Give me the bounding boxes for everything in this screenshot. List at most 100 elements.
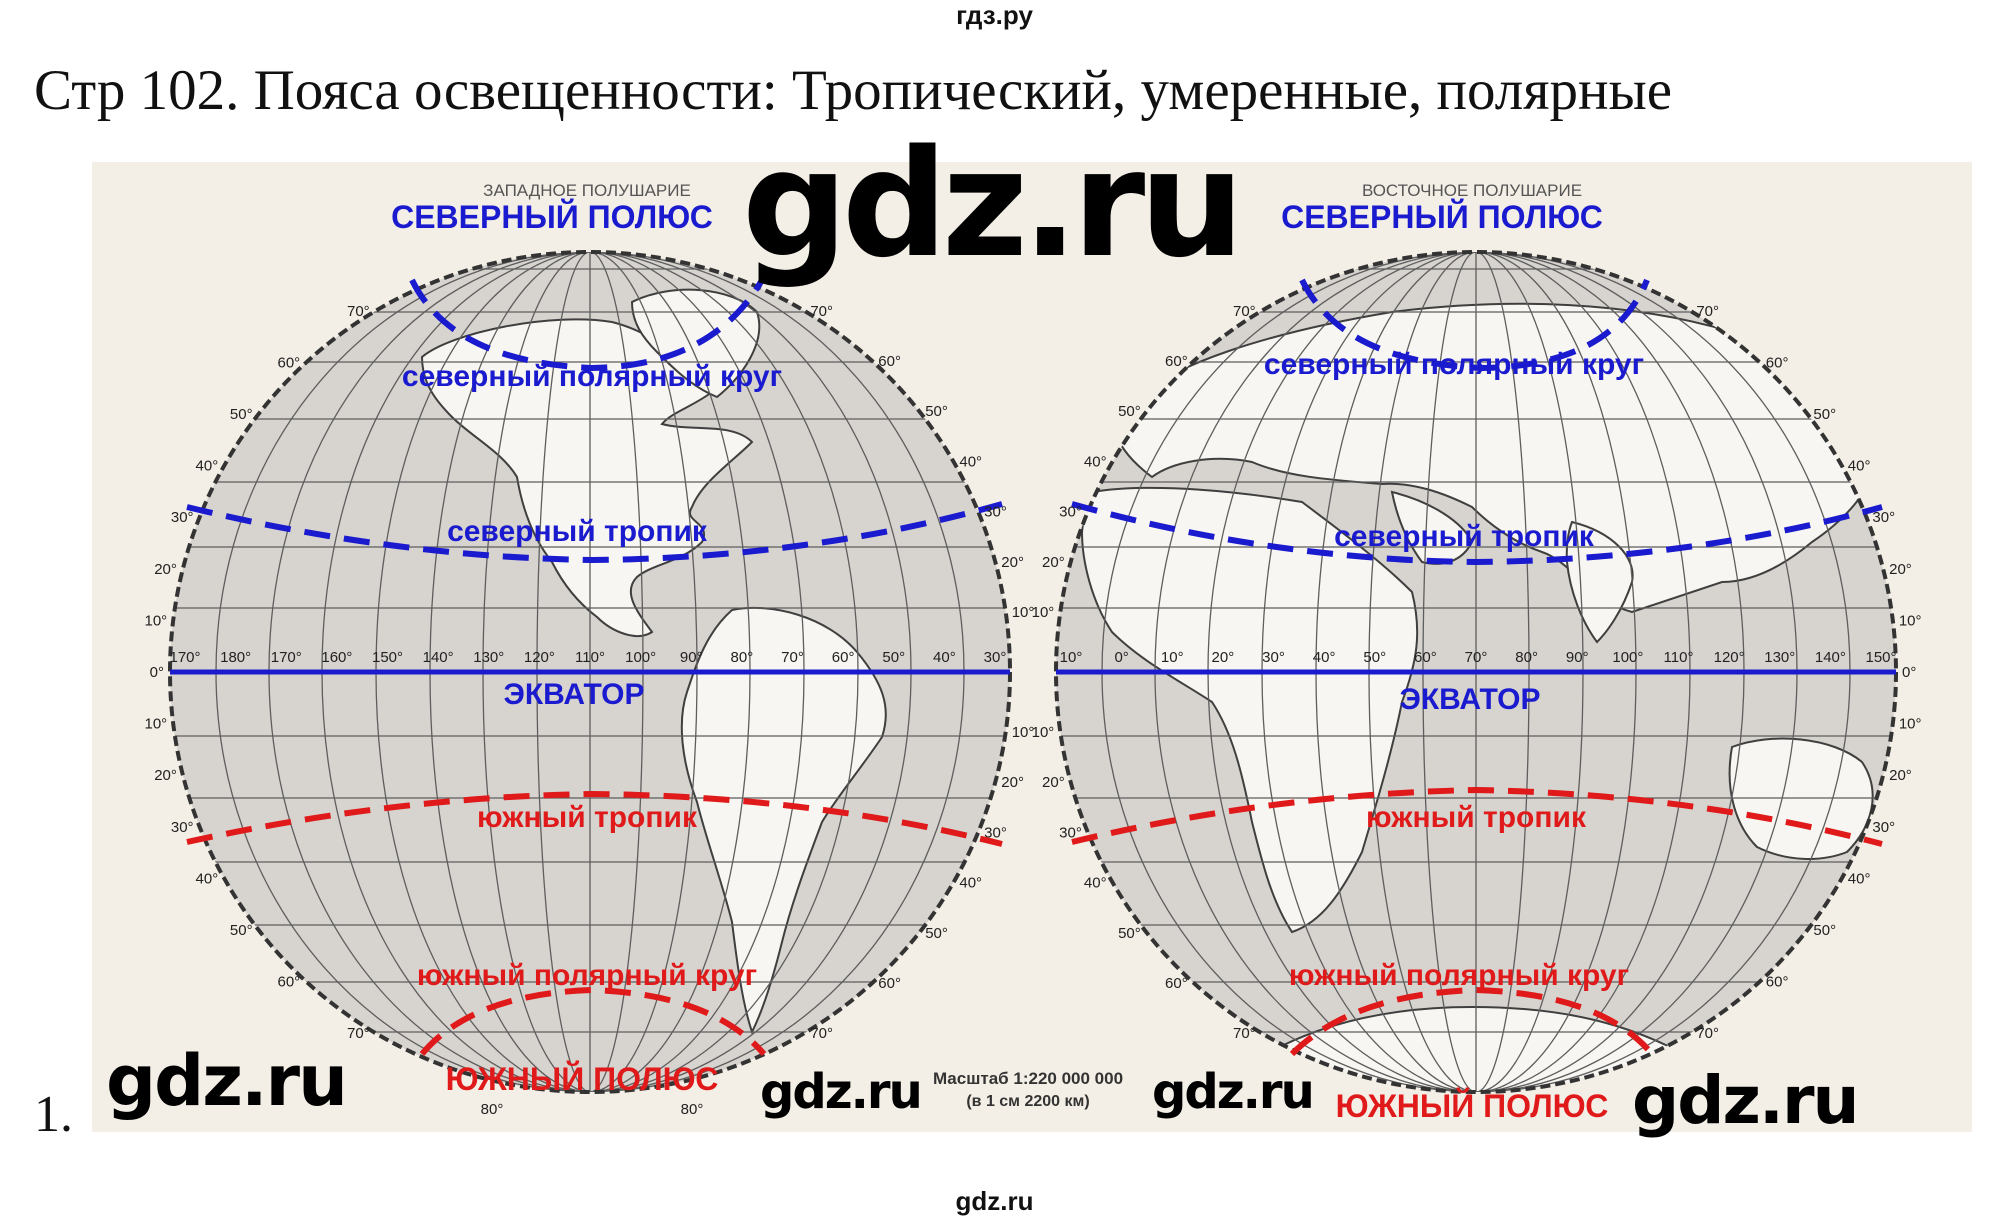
australia-shape	[1728, 737, 1874, 860]
latitude-tick-label: 70°	[1696, 303, 1719, 320]
latitude-tick-label: 40°	[196, 458, 219, 475]
east-south-pole-line	[1289, 986, 1655, 1057]
bottom-tick-label: 80°	[481, 1101, 504, 1118]
latitude-tick-label: 30°	[1059, 824, 1082, 841]
latitude-tick-label: 20°	[1001, 554, 1024, 571]
equator-tick-label: 100°	[625, 649, 656, 666]
latitude-tick-label: 0°	[150, 664, 164, 681]
west-left-latitude-ticks: 70° 60° 50° 40° 30° 20° 10° 0° 10° 20° 30° 40° 50° 60…	[144, 303, 369, 1042]
latitude-tick-label: 70°	[1696, 1025, 1719, 1042]
equator-tick-label: 170°	[271, 649, 302, 666]
equator-tick-label: 110°	[1664, 649, 1694, 666]
site-header-label: гдз.ру	[956, 0, 1033, 30]
latitude-tick-label: 70°	[810, 303, 833, 320]
latitude-tick-label: 60°	[278, 354, 301, 371]
east-equator-label: ЭКВАТОР	[1400, 683, 1541, 716]
latitude-tick-label: 20°	[1889, 767, 1912, 784]
latitude-tick-label: 40°	[196, 870, 219, 887]
latitude-tick-label: 60°	[1766, 354, 1789, 371]
latitude-tick-label: 70°	[347, 303, 370, 320]
west-south-pole-line	[419, 986, 767, 1056]
site-footer-label: gdz.ru	[955, 1186, 1034, 1216]
latitude-tick-label: 20°	[1001, 774, 1024, 791]
west-tropic-south-line	[186, 790, 1003, 847]
latitude-tick-label: 30°	[1872, 509, 1895, 526]
latitude-tick-label: 20°	[1889, 561, 1912, 578]
equator-tick-label: 70°	[781, 649, 804, 666]
equator-tick-label: 130°	[473, 649, 504, 666]
west-north-pole-line	[409, 278, 765, 372]
east-antarctic-circle-label: южный полярный круг	[1289, 959, 1629, 992]
latitude-tick-label: 60°	[878, 353, 901, 370]
watermark-bottom-right: gdz.ru	[1632, 1062, 1860, 1139]
equator-tick-label: 100°	[1612, 649, 1643, 666]
scale-sublabel: (в 1 см 2200 км)	[966, 1093, 1089, 1110]
latitude-tick-label: 60°	[1766, 974, 1789, 991]
west-bottom-ticks: 80° 80°	[481, 1101, 704, 1118]
equator-tick-label: 170°	[169, 649, 200, 666]
equator-tick-label: 160°	[321, 649, 352, 666]
latitude-tick-label: 70°	[810, 1025, 833, 1042]
equator-tick-label: 50°	[882, 649, 905, 666]
equator-tick-label: 110°	[575, 649, 605, 666]
latitude-tick-label: 10°	[1032, 724, 1055, 741]
latitude-tick-label: 20°	[1042, 774, 1065, 791]
west-tropic-north-line	[186, 501, 1003, 564]
latitude-tick-label: 50°	[925, 925, 948, 942]
west-tropic-south-label: южный тропик	[477, 801, 698, 834]
page-heading: Стр 102. Пояса освещенности: Тропический…	[34, 59, 1673, 122]
equator-tick-label: 20°	[1212, 649, 1235, 666]
west-right-latitude-ticks: 70° 60° 50° 40° 30° 20° 10° 10° 20° 30° 40° 50° 60° 7…	[810, 303, 1034, 1042]
equator-tick-label: 140°	[423, 649, 454, 666]
latitude-tick-label: 40°	[959, 453, 982, 470]
latitude-tick-label: 20°	[1042, 554, 1065, 571]
equator-tick-label: 60°	[832, 649, 855, 666]
west-south-pole-label: ЮЖНЫЙ ПОЛЮС	[446, 1061, 719, 1097]
equator-tick-label: 180°	[220, 649, 251, 666]
latitude-tick-label: 40°	[1848, 870, 1871, 887]
east-hemisphere: ВОСТОЧНОЕ ПОЛУШАРИЕ СЕВЕРНЫЙ ПОЛЮС север…	[1032, 181, 1922, 1124]
equator-tick-label: 50°	[1363, 649, 1386, 666]
equator-tick-label: 150°	[372, 649, 403, 666]
latitude-tick-label: 40°	[1084, 453, 1107, 470]
watermark-bottom-center-left: gdz.ru	[760, 1064, 923, 1120]
latitude-tick-label: 50°	[1118, 925, 1141, 942]
eurasia-shape	[1110, 302, 1884, 614]
latitude-tick-label: 60°	[278, 974, 301, 991]
east-equator-ticks: 10° 0° 10° 20° 30° 40° 50° 60° 70° 80° 90° 100° 110°…	[1060, 649, 1897, 666]
east-arctic-circle-label: северный полярный круг	[1264, 348, 1644, 381]
latitude-tick-label: 50°	[925, 403, 948, 420]
latitude-tick-label: 20°	[154, 767, 177, 784]
map-svg: ЗАПАДНОЕ ПОЛУШАРИЕ СЕВЕРНЫЙ ПОЛЮС северн…	[92, 162, 1972, 1132]
watermark-bottom-center-right: gdz.ru	[1152, 1064, 1315, 1120]
equator-tick-label: 120°	[1714, 649, 1745, 666]
latitude-tick-label: 50°	[1813, 922, 1836, 939]
latitude-tick-label: 50°	[230, 406, 253, 423]
watermark-bottom-left: gdz.ru	[106, 1040, 348, 1122]
item-number: 1.	[34, 1086, 73, 1143]
west-equator-ticks: 170° 180° 170° 160° 150° 140° 130° 120° 110° 100°…	[169, 649, 1006, 666]
equator-tick-label: 80°	[731, 649, 754, 666]
east-tropic-south-label: южный тропик	[1366, 801, 1587, 834]
east-title: ВОСТОЧНОЕ ПОЛУШАРИЕ	[1362, 181, 1582, 200]
equator-tick-label: 0°	[1114, 649, 1128, 666]
west-hemisphere: ЗАПАДНОЕ ПОЛУШАРИЕ СЕВЕРНЫЙ ПОЛЮС северн…	[144, 181, 1034, 1118]
latitude-tick-label: 30°	[1872, 819, 1895, 836]
africa-shape	[1080, 486, 1419, 934]
equator-tick-label: 70°	[1465, 649, 1488, 666]
latitude-tick-label: 60°	[878, 975, 901, 992]
equator-tick-label: 30°	[984, 649, 1007, 666]
latitude-tick-label: 50°	[1813, 406, 1836, 423]
equator-tick-label: 80°	[1515, 649, 1538, 666]
latitude-tick-label: 70°	[1233, 303, 1256, 320]
latitude-tick-label: 30°	[171, 819, 194, 836]
equator-tick-label: 120°	[524, 649, 555, 666]
east-north-pole-label: СЕВЕРНЫЙ ПОЛЮС	[1281, 199, 1603, 235]
east-right-latitude-ticks: 70° 60° 50° 40° 30° 20° 10° 0° 10° 20° 30° 40° 50° 60…	[1696, 303, 1921, 1042]
latitude-tick-label: 60°	[1165, 975, 1188, 992]
equator-tick-label: 40°	[933, 649, 956, 666]
west-arctic-circle-label: северный полярный круг	[402, 360, 782, 393]
hemispheres-map: ЗАПАДНОЕ ПОЛУШАРИЕ СЕВЕРНЫЙ ПОЛЮС северн…	[92, 162, 1972, 1132]
equator-tick-label: 10°	[1161, 649, 1184, 666]
south-america-shape	[680, 606, 887, 1035]
